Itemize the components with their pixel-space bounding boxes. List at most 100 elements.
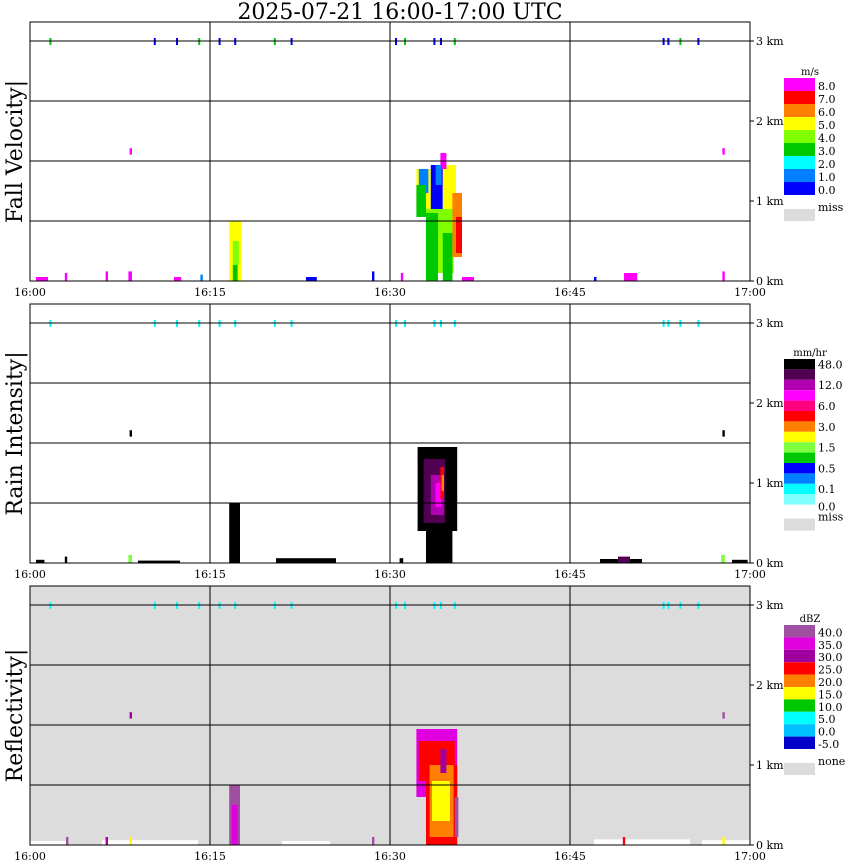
echo-cell (435, 165, 442, 185)
echo-cell (732, 559, 748, 563)
echo-cell (102, 840, 198, 845)
legend-swatch (784, 687, 815, 700)
echo-cell (722, 712, 725, 719)
legend-swatch (784, 442, 815, 453)
legend-swatch (784, 411, 815, 422)
legend-label: 40.0 (818, 626, 843, 639)
legend-swatch (784, 483, 815, 495)
legend-label: 5.0 (818, 119, 836, 132)
legend-label: 0.1 (818, 483, 836, 496)
legend-swatch (784, 117, 815, 130)
x-tick-label: 17:00 (734, 568, 766, 581)
legend-swatch (784, 369, 815, 380)
legend-swatch (784, 390, 815, 401)
legend-swatch (784, 724, 815, 737)
x-tick-label: 16:15 (194, 568, 226, 581)
echo-cell (232, 241, 239, 265)
legend-miss-swatch (784, 209, 815, 221)
x-tick-label: 16:45 (554, 850, 586, 863)
echo-cell (36, 277, 48, 281)
legend-swatch (784, 130, 815, 143)
legend-swatch (784, 494, 815, 505)
legend-label: 25.0 (818, 664, 843, 677)
echo-cell (432, 781, 450, 821)
legend-label: 1.5 (818, 442, 836, 455)
echo-cell (229, 503, 240, 563)
x-tick-label: 17:00 (734, 286, 766, 299)
legend-label: 6.0 (818, 106, 836, 119)
legend-label: 0.0 (818, 501, 836, 514)
echo-cell (64, 273, 68, 281)
echo-cell (416, 185, 426, 217)
legend-label: 0.0 (818, 184, 836, 197)
echo-cell (200, 274, 203, 281)
x-tick-label: 16:15 (194, 850, 226, 863)
echo-cell (418, 169, 429, 193)
plot-frame (29, 303, 751, 564)
legend-label: 0.5 (818, 462, 836, 475)
x-tick-label: 16:45 (554, 568, 586, 581)
legend-swatch (784, 736, 815, 749)
legend-label: 30.0 (818, 651, 843, 664)
echo-cell (36, 559, 45, 563)
legend-label: -5.0 (818, 738, 839, 751)
echo-cell (282, 841, 330, 845)
legend-swatch (784, 463, 815, 474)
legend-swatch (784, 78, 815, 91)
y-tick-label: 0 km (756, 275, 784, 288)
legend-units: mm/hr (793, 348, 827, 359)
legend-label: 8.0 (818, 80, 836, 93)
panel-fall-velocity: 16:00 16:15 16:30 16:45 17:00 3 km 2 km 1 km 0 k… (3, 21, 844, 299)
echo-cell (64, 556, 68, 563)
legend-miss-label: miss (818, 201, 844, 214)
y-tick-label: 0 km (756, 839, 784, 852)
legend-swatch (784, 625, 815, 638)
legend-label: 48.0 (818, 358, 843, 371)
x-tick-label: 16:00 (14, 850, 46, 863)
y-tick-label: 2 km (756, 115, 784, 128)
legend-label: 20.0 (818, 676, 843, 689)
legend-label: 10.0 (818, 701, 843, 714)
echo-cell (105, 271, 108, 281)
echo-cell (231, 805, 238, 845)
legend-swatch (784, 156, 815, 169)
y-tick-label: 2 km (756, 397, 784, 410)
legend-swatch (784, 711, 815, 725)
echo-cell (174, 277, 182, 281)
y-axis-label: Fall Velocity| (3, 80, 28, 223)
echo-cell (702, 840, 750, 845)
echo-cell (129, 837, 132, 845)
legend-swatch (784, 473, 815, 484)
legend-swatch (784, 400, 815, 411)
echo-cell (722, 148, 725, 155)
echo-cell (306, 277, 317, 281)
echo-cell (129, 712, 132, 719)
legend-swatch (784, 182, 815, 195)
y-tick-label: 3 km (756, 35, 784, 48)
plot-frame (29, 21, 751, 282)
y-tick-label: 1 km (756, 477, 784, 490)
colorbar-legend: m/s 8.07.06.05.04.03.02.01.00.0 miss (784, 67, 844, 221)
echo-cell (128, 271, 132, 281)
legend-swatch (784, 699, 815, 712)
legend-label: 3.0 (818, 421, 836, 434)
echo-cell (400, 273, 404, 281)
legend-swatch (784, 421, 815, 432)
legend-label: 1.0 (818, 171, 836, 184)
legend-swatch (784, 379, 815, 391)
echo-cell (129, 148, 132, 155)
echo-cell (618, 556, 630, 563)
x-tick-label: 17:00 (734, 850, 766, 863)
echo-cell (441, 475, 444, 491)
legend-label: 6.0 (818, 400, 836, 413)
legend-swatch (784, 674, 815, 687)
legend-label: 0.0 (818, 726, 836, 739)
legend-swatch (784, 91, 815, 104)
echo-cell (129, 430, 132, 437)
echo-cell (138, 560, 180, 563)
echo-cell (722, 837, 725, 845)
legend-swatch (784, 637, 815, 650)
echo-cell (105, 837, 108, 845)
